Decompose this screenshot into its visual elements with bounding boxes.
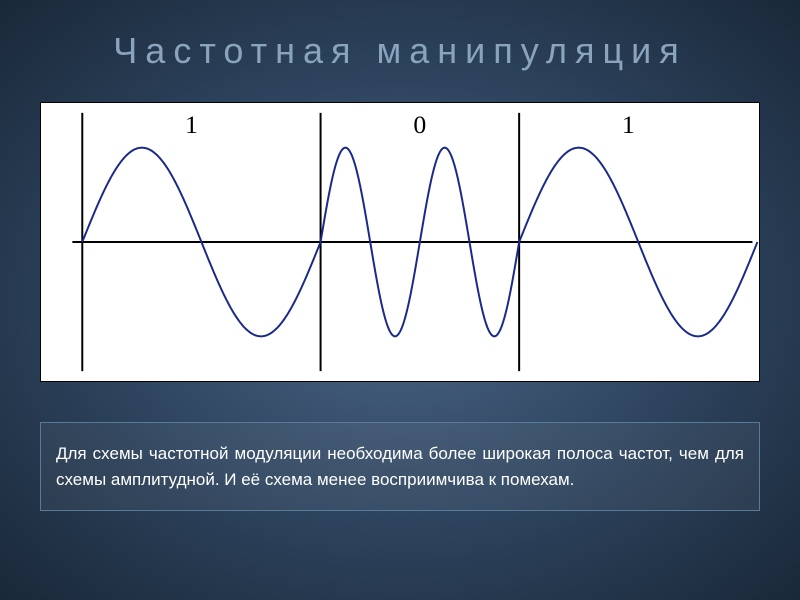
slide-description: Для схемы частотной модуляции необходима…: [40, 422, 760, 511]
fsk-chart: 1 0 1: [40, 102, 760, 382]
slide-title: Частотная манипуляция: [0, 0, 800, 82]
bit-label: 1: [185, 110, 198, 139]
fsk-waveform-svg: 1 0 1: [41, 103, 759, 381]
bit-label: 1: [622, 110, 635, 139]
bit-label: 0: [413, 110, 426, 139]
